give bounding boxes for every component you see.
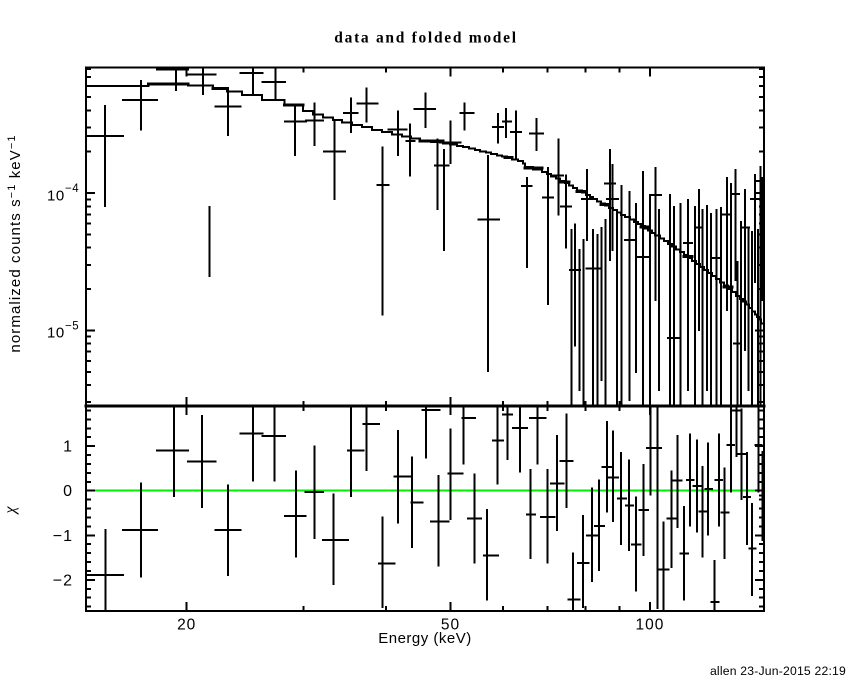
- svg-text:normalized counts s−1 keV−1: normalized counts s−1 keV−1: [6, 134, 24, 352]
- svg-text:10: 10: [47, 187, 65, 204]
- svg-text:10: 10: [47, 325, 65, 342]
- svg-text:allen 23-Jun-2015 22:19: allen 23-Jun-2015 22:19: [710, 664, 846, 678]
- svg-text:50: 50: [441, 617, 460, 634]
- svg-text:χ: χ: [2, 506, 19, 516]
- svg-text:100: 100: [636, 617, 665, 634]
- svg-text:data and folded model: data and folded model: [334, 30, 517, 47]
- svg-text:−4: −4: [65, 183, 79, 195]
- svg-text:−5: −5: [65, 321, 79, 333]
- svg-text:−1: −1: [53, 528, 73, 545]
- svg-text:1: 1: [63, 439, 73, 456]
- svg-text:0: 0: [63, 483, 73, 500]
- svg-text:20: 20: [177, 617, 196, 634]
- svg-text:Energy (keV): Energy (keV): [378, 630, 472, 647]
- svg-text:−2: −2: [53, 572, 73, 589]
